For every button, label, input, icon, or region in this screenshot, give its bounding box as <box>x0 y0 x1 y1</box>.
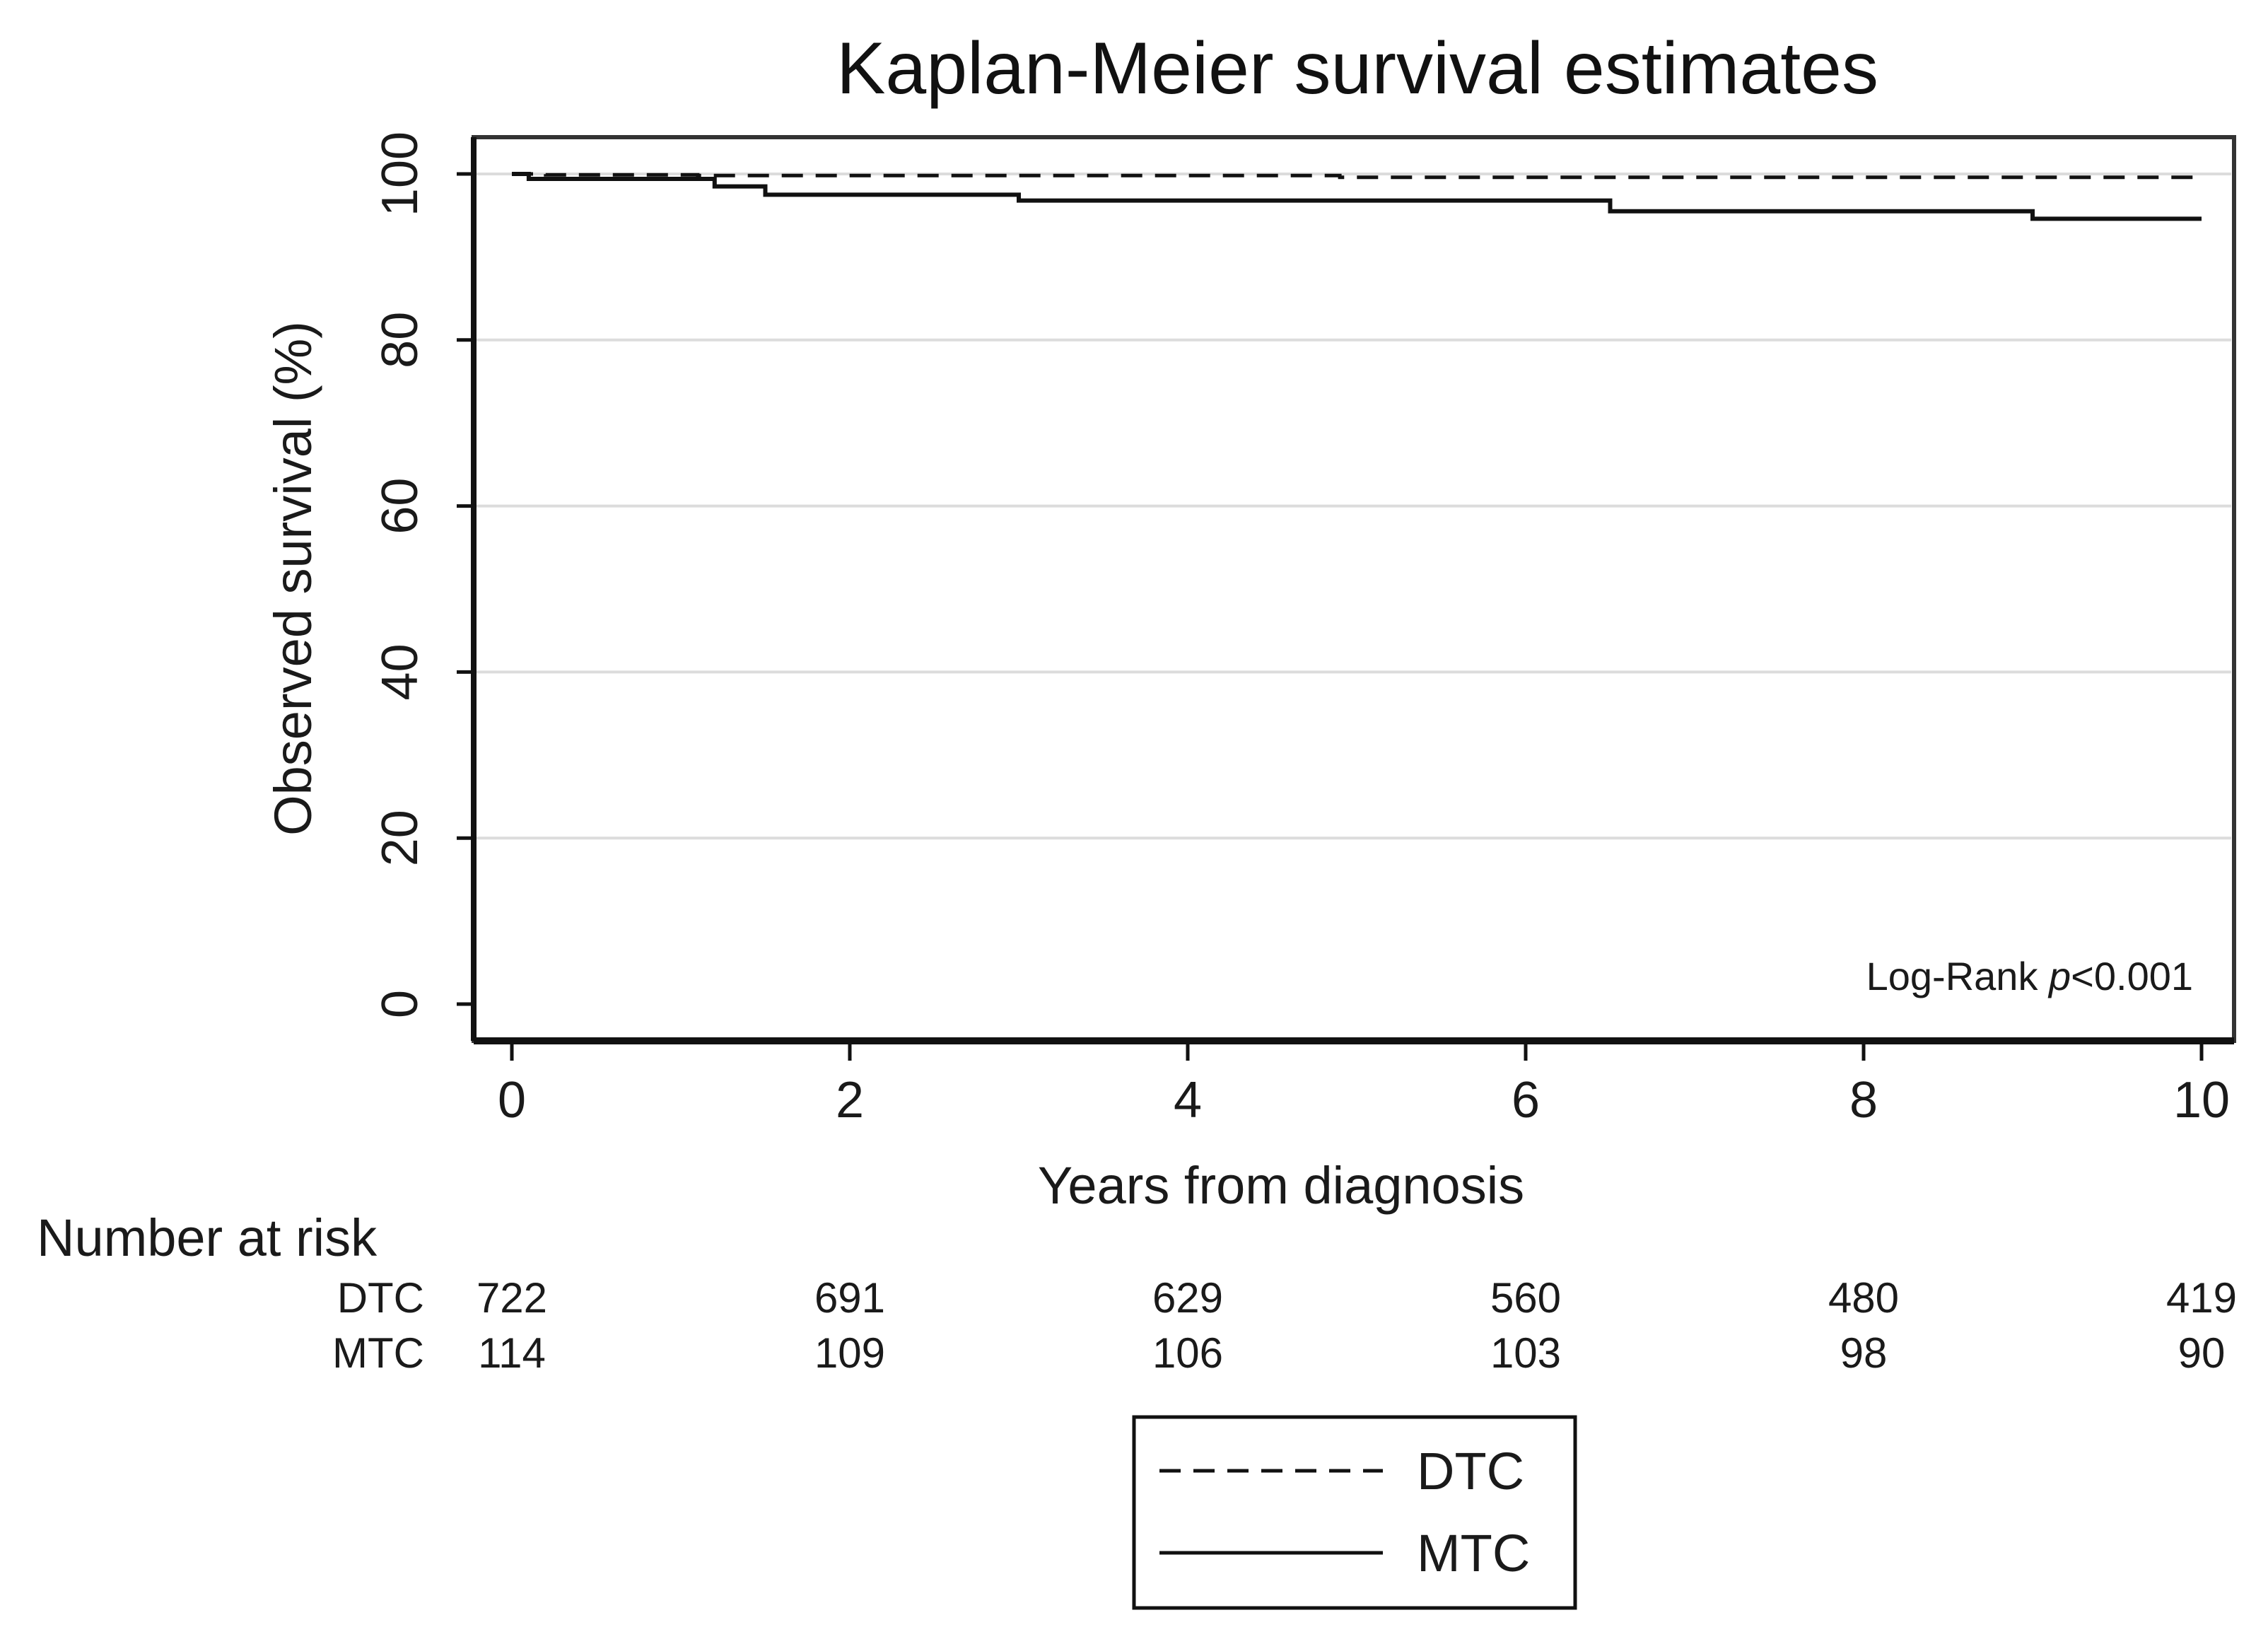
x-tick-label-4: 4 <box>1174 1072 1202 1129</box>
y-axis-ticks: 0 20 40 60 80 100 <box>372 132 474 1018</box>
x-tick-label-6: 6 <box>1512 1072 1540 1129</box>
y-tick-label-80: 80 <box>372 312 428 368</box>
series-dtc-curve <box>512 172 2202 180</box>
risk-row-label-dtc: DTC <box>337 1274 424 1322</box>
risk-dtc-t10: 419 <box>2166 1274 2237 1322</box>
legend-label-mtc: MTC <box>1417 1524 1530 1583</box>
log-rank-annotation: Log-Rank p<0.001 <box>1866 954 2193 998</box>
risk-mtc-t8: 98 <box>1840 1329 1888 1377</box>
risk-dtc-t0: 722 <box>477 1274 547 1322</box>
y-tick-label-0: 0 <box>372 990 428 1018</box>
risk-row-label-mtc: MTC <box>332 1329 424 1377</box>
risk-dtc-t8: 480 <box>1828 1274 1899 1322</box>
x-tick-label-8: 8 <box>1849 1072 1878 1129</box>
y-tick-label-40: 40 <box>372 643 428 700</box>
y-tick-label-60: 60 <box>372 478 428 535</box>
x-tick-label-10: 10 <box>2173 1072 2230 1129</box>
risk-table-heading: Number at risk <box>37 1208 378 1267</box>
legend: DTC MTC <box>1132 1415 1577 1610</box>
risk-mtc-t10: 90 <box>2178 1329 2226 1377</box>
x-tick-label-2: 2 <box>836 1072 864 1129</box>
series-mtc-curve <box>512 172 2202 221</box>
risk-dtc-t6: 560 <box>1490 1274 1561 1322</box>
series-layer <box>512 172 2202 221</box>
risk-dtc-t2: 691 <box>814 1274 885 1322</box>
risk-table: DTC 722 691 629 560 480 419 MTC 114 109 106 103 98 90 <box>332 1274 2237 1377</box>
chart-title: Kaplan-Meier survival estimates <box>836 28 1878 110</box>
risk-dtc-t4: 629 <box>1152 1274 1223 1322</box>
legend-box <box>1132 1415 1577 1610</box>
y-axis-label: Observed survival (%) <box>264 321 322 836</box>
x-axis-label: Years from diagnosis <box>1038 1156 1524 1215</box>
risk-mtc-t4: 106 <box>1152 1329 1223 1377</box>
risk-mtc-t0: 114 <box>478 1329 546 1377</box>
legend-label-dtc: DTC <box>1417 1442 1524 1500</box>
risk-mtc-t6: 103 <box>1490 1329 1561 1377</box>
y-tick-label-20: 20 <box>372 810 428 866</box>
x-axis-ticks: 0 2 4 6 8 10 <box>498 1044 2230 1129</box>
y-tick-label-100: 100 <box>372 132 428 216</box>
x-tick-label-0: 0 <box>498 1072 526 1129</box>
risk-mtc-t2: 109 <box>814 1329 885 1377</box>
